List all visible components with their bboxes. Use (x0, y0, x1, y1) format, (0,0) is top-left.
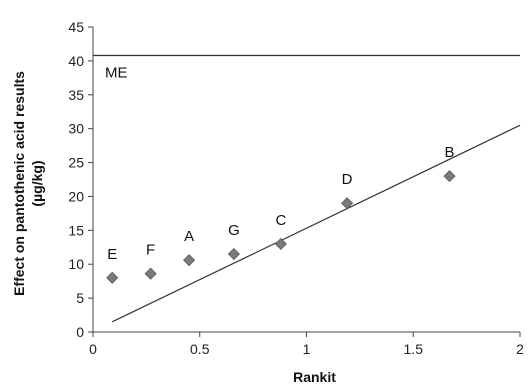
data-label-B: B (445, 144, 455, 161)
data-label-E: E (107, 246, 117, 263)
data-label-F: F (146, 242, 155, 259)
data-point-A (183, 254, 196, 267)
x-tick-label: 0 (89, 341, 97, 357)
y-tick-label: 25 (68, 155, 84, 171)
data-point-F (144, 267, 157, 280)
y-tick-label: 30 (68, 121, 84, 137)
data-label-C: C (275, 212, 286, 229)
data-point-G (227, 247, 240, 261)
y-axis-title-line-2: (µg/kg) (29, 160, 45, 206)
y-tick-label: 45 (68, 19, 84, 35)
y-axis-ticks: 0 5 10 15 20 25 30 35 40 45 (68, 19, 93, 340)
y-tick-label: 5 (76, 290, 84, 306)
me-reference-label: ME (105, 64, 128, 81)
data-label-A: A (184, 228, 194, 245)
data-points: E F A G C D B (106, 144, 456, 284)
data-point-D (340, 197, 354, 210)
data-point-C (274, 237, 287, 250)
y-tick-label: 10 (68, 256, 84, 272)
y-axis-title-line-1: Effect on pantothenic acid results (11, 71, 27, 296)
data-point-B (443, 170, 456, 183)
data-point-E (106, 271, 119, 284)
x-tick-label: 1 (303, 341, 311, 357)
x-tick-label: 1.5 (404, 341, 424, 357)
x-tick-label: 2 (516, 341, 524, 357)
x-axis-ticks: 0 0.5 1 1.5 2 (89, 332, 524, 357)
data-label-G: G (228, 222, 240, 239)
fit-line (111, 124, 521, 323)
y-tick-label: 15 (68, 222, 84, 238)
x-axis-title: Rankit (293, 369, 336, 385)
x-tick-label: 0.5 (190, 341, 210, 357)
y-tick-label: 0 (76, 324, 84, 340)
y-tick-label: 40 (68, 53, 84, 69)
y-tick-label: 20 (68, 188, 84, 204)
y-tick-label: 35 (68, 87, 84, 103)
y-axis-title: Effect on pantothenic acid results (µg/k… (11, 71, 45, 296)
data-label-D: D (342, 171, 353, 188)
plot-area: 0 5 10 15 20 25 30 35 40 45 0 0.5 1 1.5 2 ME E F A G C D B (68, 19, 524, 357)
